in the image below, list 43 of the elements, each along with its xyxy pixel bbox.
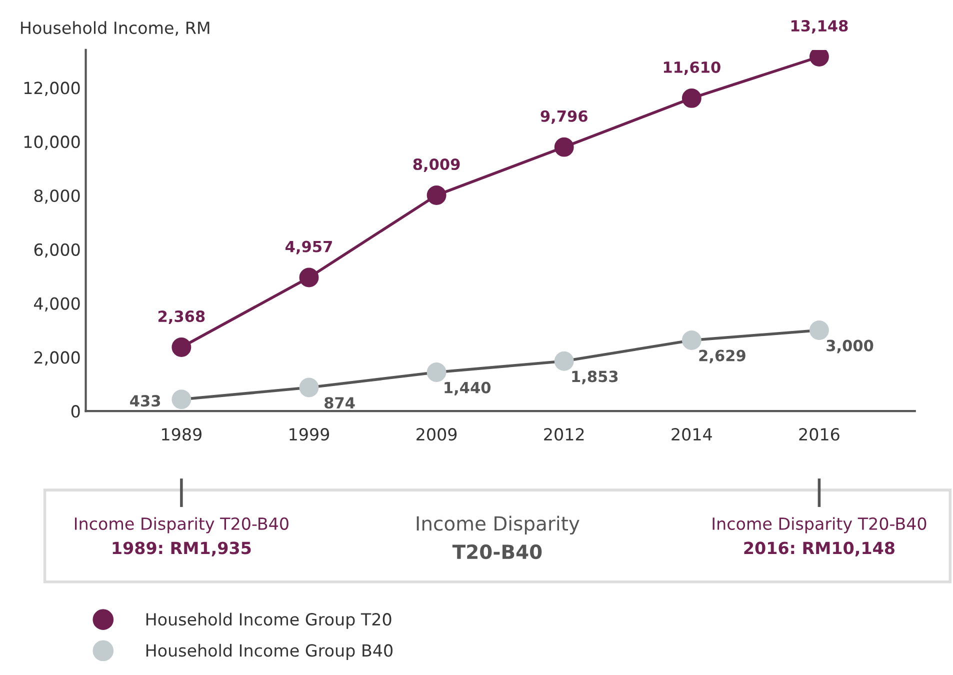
annotation: Income Disparity T20-B40 1989: RM1,935 [74,517,288,556]
x-tick-label: 2016 [799,428,840,441]
legend-label: Household Income Group B40 [146,644,392,660]
data-label: 2,629 [699,350,746,364]
y-axis-title: Household Income, RM [21,21,210,36]
legend-label: Household Income Group T20 [146,612,392,629]
y-tick-label: 8,000 [34,189,80,204]
point [299,378,319,398]
data-label: 1,440 [444,382,491,396]
x-tick-label: 2009 [416,428,457,441]
y-tick-label: 10,000 [24,136,80,150]
data-label: 1,853 [572,370,618,384]
y-tick-label: 6,000 [34,243,80,258]
data-label: 874 [324,397,355,409]
data-label: 13,148 [791,20,848,34]
data-label: 4,957 [286,240,332,254]
point [299,268,319,288]
x-tick-label: 1999 [290,428,330,441]
x-tick-label: 1989 [162,428,202,441]
x-tick-label: 2012 [544,428,584,441]
point [172,390,192,410]
point [426,362,446,382]
point [809,320,829,340]
y-tick-label: 4,000 [34,297,80,312]
data-label: 11,610 [664,61,720,75]
data-label: 433 [130,395,160,407]
point [426,186,446,205]
point [554,351,574,371]
annotation: Income Disparity T20-B40 2016: RM10,148 [712,517,926,556]
data-label: 3,000 [826,340,874,354]
y-tick-label: 2,000 [34,351,80,366]
point [809,50,829,66]
y-tick-label: 12,000 [24,82,80,96]
point [682,330,702,350]
text: Income Disparity T20-B40 [416,516,580,560]
y-tick-label: 0 [71,405,80,418]
point [682,88,702,108]
data-label: 9,796 [540,110,588,124]
data-label: 8,009 [413,158,460,172]
data-label: 2,368 [158,310,205,324]
x-tick-label: 2014 [672,428,712,441]
point [172,338,192,357]
point [554,137,574,157]
